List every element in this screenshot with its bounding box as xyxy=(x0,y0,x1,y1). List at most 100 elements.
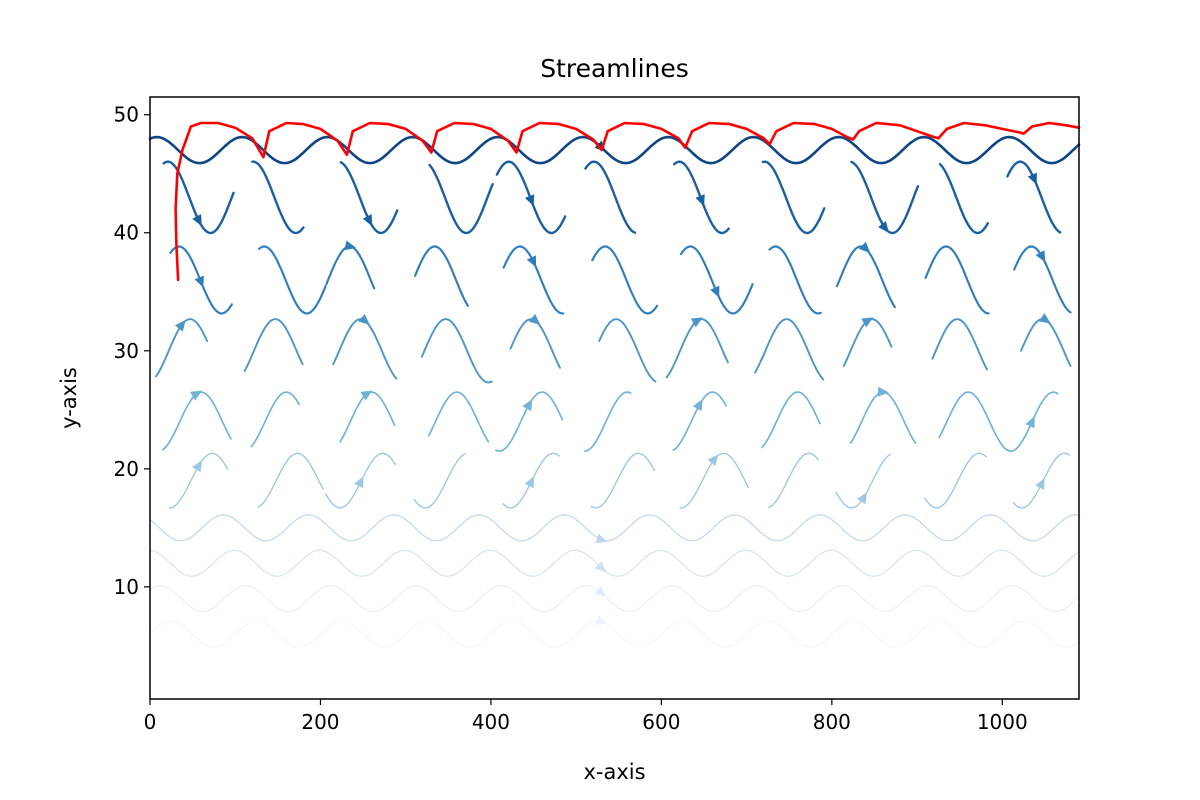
streamline-b7-s5 xyxy=(591,245,659,315)
arrowhead-b5-s10 xyxy=(1025,416,1035,429)
streamline-b0-s0 xyxy=(149,620,1080,648)
arrowhead-b7-s0 xyxy=(194,275,204,288)
streamline-b4-s7 xyxy=(768,452,819,509)
streamline-b7-s1 xyxy=(258,245,327,315)
streamline-b5-s5 xyxy=(583,391,632,452)
streamline-b4-s1 xyxy=(257,452,324,508)
arrowhead-b7-s4 xyxy=(526,255,537,268)
arrowhead-b5-s8 xyxy=(877,386,889,397)
arrowhead-b5-s2 xyxy=(360,390,373,401)
streamline-b6-s2 xyxy=(332,318,398,380)
streamline-b7-s3 xyxy=(414,245,469,307)
arrowhead-b5-s6 xyxy=(692,399,703,412)
arrowhead-b7-s10 xyxy=(1035,250,1046,263)
streamline-b8-s10 xyxy=(1006,160,1062,234)
streamline-b5-s2 xyxy=(339,391,396,443)
arrowhead-b5-s4 xyxy=(522,399,533,412)
streamline-b1-s0 xyxy=(149,585,1080,613)
streamline-b7-s9 xyxy=(924,245,990,315)
streamline-b3-s0 xyxy=(149,514,1080,542)
streamline-b6-s4 xyxy=(509,318,561,369)
streamline-b6-s6 xyxy=(665,318,729,379)
y-tick-label-10: 10 xyxy=(114,575,139,599)
streamlines-group xyxy=(148,135,1081,648)
arrowhead-b8-s8 xyxy=(878,220,889,233)
y-tick-label-50: 50 xyxy=(114,103,139,127)
arrowhead-b8-s4 xyxy=(524,194,535,207)
x-axis-label: x-axis xyxy=(583,760,645,784)
arrowhead-b6-s10 xyxy=(1038,313,1051,324)
streamline-b5-s7 xyxy=(761,391,821,449)
y-tick-label-40: 40 xyxy=(114,221,139,245)
streamline-b9-s0 xyxy=(148,135,1081,165)
streamline-b5-s0 xyxy=(161,391,232,451)
x-axis-ticks: 0 200 400 600 800 1000 xyxy=(144,699,1028,734)
arrowhead-b4-s2 xyxy=(354,476,364,489)
arrowhead-b3-s0 xyxy=(595,533,608,544)
streamline-b7-s6 xyxy=(679,245,754,315)
arrowhead-b4-s4 xyxy=(524,476,535,489)
y-tick-label-20: 20 xyxy=(114,457,139,481)
streamline-b4-s0 xyxy=(168,452,229,509)
x-tick-label-200: 200 xyxy=(301,710,339,734)
streamline-b8-s3 xyxy=(428,163,494,235)
streamline-b4-s3 xyxy=(413,453,466,509)
streamline-b5-s8 xyxy=(849,391,917,444)
arrowhead-b2-s0 xyxy=(594,560,607,572)
streamline-b5-s9 xyxy=(938,391,1010,452)
arrowhead-b7-s6 xyxy=(710,285,720,298)
streamline-b8-s1 xyxy=(251,160,305,235)
arrowhead-b6-s6 xyxy=(690,317,703,328)
streamline-b7-s8 xyxy=(835,245,896,309)
streamline-b7-s2 xyxy=(325,245,376,290)
arrowhead-b7-s2 xyxy=(344,240,357,251)
arrowhead-b8-s10 xyxy=(1027,172,1037,185)
arrowheads-group xyxy=(174,140,1051,625)
arrowhead-b8-s2 xyxy=(362,214,373,227)
arrowhead-b6-s2 xyxy=(358,313,370,325)
streamline-b5-s6 xyxy=(672,391,728,452)
streamline-b4-s9 xyxy=(924,452,987,509)
streamline-b6-s8 xyxy=(842,318,893,367)
arrowhead-b4-s6 xyxy=(707,454,719,467)
arrowhead-b4-s10 xyxy=(1035,477,1045,490)
arrowhead-b5-s0 xyxy=(190,390,203,401)
chart-title: Streamlines xyxy=(540,54,689,83)
streamline-b5-s4 xyxy=(495,391,564,452)
streamline-b5-s1 xyxy=(250,391,301,448)
x-tick-label-600: 600 xyxy=(642,710,680,734)
streamline-b6-s3 xyxy=(420,318,493,384)
streamline-b2-s0 xyxy=(149,549,1080,577)
plot-frame xyxy=(149,96,1080,700)
streamline-b8-s7 xyxy=(761,160,826,235)
y-axis-label: y-axis xyxy=(57,367,81,429)
arrowhead-b8-s0 xyxy=(192,214,202,227)
streamline-b6-s1 xyxy=(243,318,304,372)
arrowhead-b6-s4 xyxy=(528,313,541,325)
arrowhead-b4-s8 xyxy=(856,492,867,505)
streamline-b8-s5 xyxy=(584,160,637,234)
x-tick-label-0: 0 xyxy=(144,710,157,734)
y-tick-label-30: 30 xyxy=(114,339,139,363)
arrowhead-b6-s0 xyxy=(174,319,186,332)
arrowhead-b7-s8 xyxy=(858,241,871,253)
streamline-b5-s3 xyxy=(427,391,490,443)
streamline-b6-s5 xyxy=(598,318,657,383)
highlight-streamline-group xyxy=(174,121,1081,282)
x-tick-label-800: 800 xyxy=(813,710,851,734)
highlight-streamline xyxy=(174,121,1081,282)
y-axis-ticks: 10 20 30 40 50 xyxy=(114,103,150,599)
x-tick-label-1000: 1000 xyxy=(977,710,1028,734)
arrowhead-b0-s0 xyxy=(595,615,608,625)
arrowhead-b4-s0 xyxy=(192,460,203,473)
streamline-b6-s10 xyxy=(1020,318,1072,367)
arrowhead-b1-s0 xyxy=(594,586,607,598)
streamline-b8-s9 xyxy=(938,163,989,235)
arrowhead-b6-s8 xyxy=(861,317,874,328)
streamline-b6-s9 xyxy=(931,318,988,371)
streamline-b4-s5 xyxy=(590,452,656,509)
streamline-b7-s7 xyxy=(768,245,822,315)
arrowhead-b8-s6 xyxy=(695,194,705,207)
streamline-b6-s7 xyxy=(754,318,825,381)
